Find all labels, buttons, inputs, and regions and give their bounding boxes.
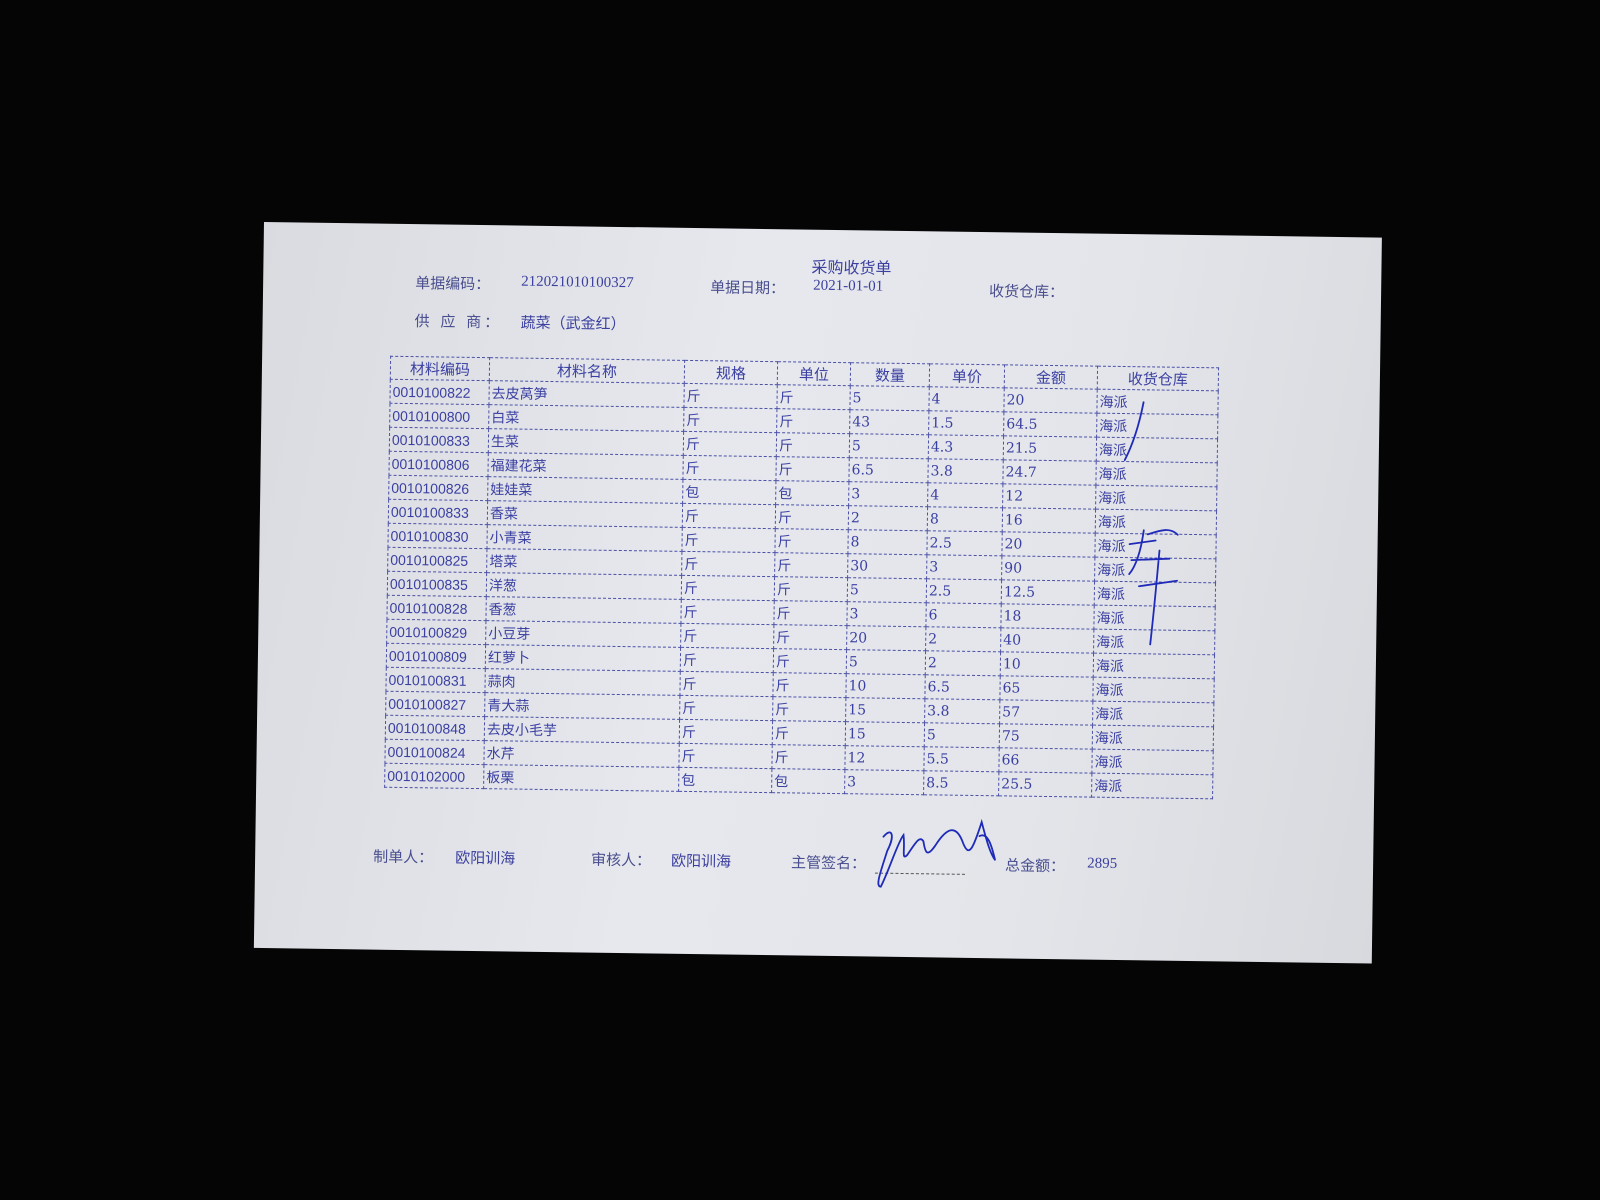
supervisor-signature	[877, 818, 997, 888]
receiver-signature	[1128, 529, 1179, 646]
handwritten-marks	[877, 401, 1179, 888]
receipt-paper: 采购收货单 单据编码： 212021010100327 单据日期： 2021-0…	[253, 222, 1382, 964]
check-mark	[1123, 401, 1145, 461]
